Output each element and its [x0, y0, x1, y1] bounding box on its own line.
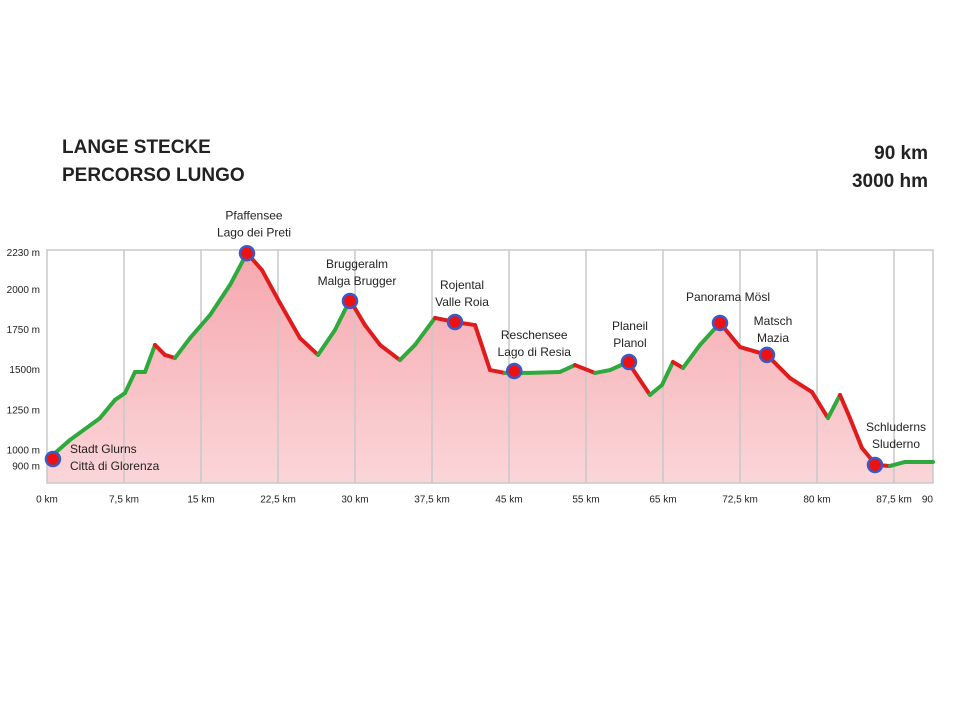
x-tick-label: 22,5 km — [260, 495, 296, 506]
profile-segment — [637, 377, 652, 397]
waypoint-label: Panorama Mösl — [686, 290, 770, 304]
profile-segment — [557, 363, 577, 374]
profile-segment — [259, 268, 282, 306]
chart-title: LANGE STECKE — [62, 137, 211, 158]
waypoint-label: Città di Glorenza — [70, 459, 160, 473]
waypoint-marker — [44, 450, 62, 468]
profile-segment — [397, 342, 417, 363]
profile-segment — [593, 368, 613, 375]
profile-segment — [887, 459, 908, 468]
profile-segment — [112, 391, 128, 402]
waypoint-marker — [446, 313, 464, 331]
waypoint-marker — [620, 353, 638, 371]
profile-segment — [316, 328, 337, 357]
waypoint-marker — [711, 314, 729, 332]
waypoint-label: Malga Brugger — [318, 274, 397, 288]
profile-segment — [123, 369, 137, 396]
profile-segment — [681, 342, 702, 370]
waypoint-label: Mazia — [757, 331, 789, 345]
profile-segment — [572, 363, 598, 375]
y-tick-label: 1500m — [9, 365, 40, 376]
x-tick-label: 55 km — [572, 495, 599, 506]
y-tick-label: 1000 m — [7, 446, 40, 457]
profile-segment — [473, 323, 493, 373]
waypoint-marker — [505, 362, 523, 380]
profile-segment — [837, 392, 852, 421]
climb-annotation: 3000 hm — [852, 171, 928, 192]
profile-segment — [67, 416, 102, 442]
x-tick-label: 72,5 km — [722, 495, 758, 506]
waypoint-marker — [866, 456, 884, 474]
profile-segment — [153, 342, 167, 357]
profile-segment — [809, 390, 830, 421]
profile-segment — [173, 336, 193, 360]
waypoint-label: Bruggeralm — [326, 257, 388, 271]
waypoint-label: Sluderno — [872, 437, 920, 451]
x-tick-label: 90 — [922, 495, 934, 506]
y-tick-label: 2000 m — [7, 285, 40, 296]
y-tick-label: 900 m — [12, 462, 40, 473]
x-tick-label: 87,5 km — [876, 495, 912, 506]
profile-area — [47, 253, 933, 483]
profile-segment — [143, 342, 158, 374]
waypoint-marker — [341, 292, 359, 310]
x-tick-label: 7,5 km — [109, 495, 139, 506]
waypoint-label: Matsch — [754, 314, 793, 328]
profile-segment — [647, 382, 664, 397]
waypoint-label: Valle Roia — [435, 295, 489, 309]
profile-segment — [277, 301, 302, 341]
y-tick-label: 1750 m — [7, 325, 40, 336]
profile-segment — [528, 369, 562, 375]
x-tick-label: 45 km — [495, 495, 522, 506]
profile-segment — [188, 313, 213, 341]
profile-segment — [208, 283, 232, 318]
waypoint-marker — [238, 244, 256, 262]
x-tick-label: 30 km — [341, 495, 368, 506]
x-tick-label: 0 km — [36, 495, 58, 506]
y-tick-label: 2230 m — [7, 248, 40, 259]
profile-segment — [97, 397, 117, 421]
y-tick-label: 1250 m — [7, 405, 40, 416]
distance-annotation: 90 km — [874, 143, 928, 164]
waypoint-label: Reschensee — [501, 328, 568, 342]
waypoint-marker — [758, 346, 776, 364]
waypoint-label: Stadt Glurns — [70, 442, 137, 456]
waypoint-label: Pfaffensee — [225, 208, 282, 222]
waypoint-label: Planol — [613, 336, 646, 350]
waypoint-label: Rojental — [440, 278, 484, 292]
plot-frame — [46, 249, 934, 484]
x-tick-label: 80 km — [803, 495, 830, 506]
x-tick-label: 15 km — [187, 495, 214, 506]
waypoint-label: Lago dei Preti — [217, 225, 291, 239]
profile-segment — [297, 336, 321, 357]
profile-segment — [488, 368, 507, 375]
profile-segment — [378, 342, 402, 363]
chart-subtitle: PERCORSO LUNGO — [62, 165, 245, 186]
profile-segment — [412, 315, 437, 347]
waypoint-label: Schluderns — [866, 420, 926, 434]
profile-segment — [825, 392, 842, 421]
x-tick-label: 65 km — [649, 495, 676, 506]
waypoint-label: Planeil — [612, 319, 648, 333]
waypoint-label: Lago di Resia — [498, 345, 572, 359]
profile-segment — [787, 376, 814, 395]
profile-segment — [847, 416, 864, 450]
profile-segment — [659, 360, 675, 387]
profile-segment — [362, 323, 383, 347]
x-tick-label: 37,5 km — [414, 495, 450, 506]
